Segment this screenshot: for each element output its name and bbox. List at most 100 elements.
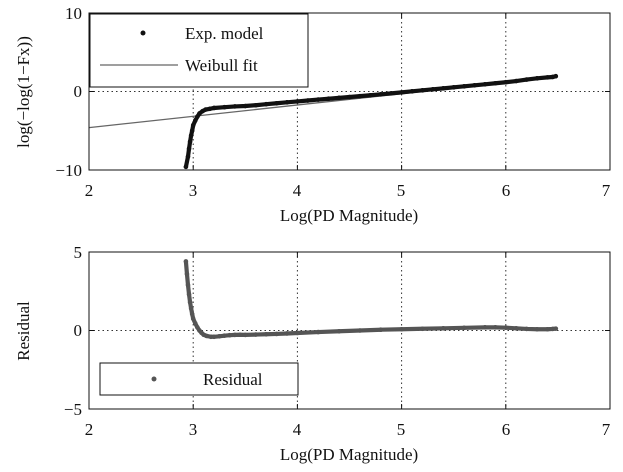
bottom-legend-label-residual: Residual [203,370,263,389]
bottom-series-residual-point-28 [336,328,342,334]
top-series-exp-model-point-28 [368,92,373,98]
bottom-series-residual-point-22 [253,332,259,337]
top-series-exp-model-point-20 [284,100,290,105]
top-grid [89,13,610,170]
top-series-exp-model-point-26 [347,94,352,100]
top-series-exp-model-point-0 [183,164,189,170]
top-x-tick-6: 6 [502,181,511,200]
bottom-series-residual-point-38 [513,326,519,331]
bottom-x-tick-3: 3 [189,420,198,439]
bottom-series-residual-point-43 [553,326,559,331]
bottom-series-residual-point-15 [211,334,217,340]
top-x-tick-7: 7 [602,181,611,200]
top-series-exp-model-point-14 [222,104,227,110]
top-y-axis-label: log(−log(1−Fx)) [14,36,33,148]
bottom-series-residual-point-1 [184,271,190,277]
top-series-exp-model-point-42 [513,78,519,84]
bottom-series-residual-point-33 [440,326,446,331]
top-series-exp-model-point-9 [197,111,202,116]
bottom-x-tick-6: 6 [502,420,511,439]
bottom-series-residual-point-7 [190,316,196,322]
bottom-series-residual-point-40 [534,326,540,332]
top-series-exp-model-point-23 [315,97,321,102]
top-series-exp-model-point-17 [253,102,259,108]
top-series-exp-model-point-44 [534,76,540,81]
top-series-exp-model-point-15 [232,104,238,109]
bottom-series-residual-point-35 [482,325,488,330]
top-panel: 10 0 −10 2 3 4 5 6 7 Log(PD Magnitude) l… [14,4,611,225]
bottom-series-residual-point-36 [493,325,498,330]
bottom-x-tick-7: 7 [602,420,611,439]
bottom-panel: 5 0 −5 2 3 4 5 6 7 Log(PD Magnitude) Res… [14,243,611,464]
top-series-exp-model-point-12 [207,106,213,112]
bottom-series-residual-point-6 [189,311,195,317]
bottom-series-residual-point-39 [524,326,529,332]
bottom-series-residual-point-29 [357,328,363,333]
top-series-exp-model-point-4 [188,133,194,138]
top-series-exp-model-point-22 [305,98,311,103]
bottom-y-tick-neg5: −5 [64,400,82,419]
top-series-exp-model-point-45 [545,75,550,80]
top-series-exp-model-point-5 [189,128,195,134]
top-y-tick-neg10: −10 [55,161,82,180]
bottom-series-residual-point-24 [274,331,279,337]
top-series-exp-model-point-6 [190,122,196,128]
top-y-tick-0: 0 [74,82,83,101]
bottom-series-residual-point-0 [183,259,189,264]
top-series-exp-model-point-33 [420,88,425,93]
bottom-series-residual-point-26 [295,330,300,336]
top-series-exp-model-point-21 [295,99,300,104]
bottom-series-residual-point-16 [216,334,222,339]
bottom-series-residual-point-25 [284,331,290,336]
top-series-exp-model-point-47 [553,73,559,79]
top-series-exp-model-point-1 [185,154,191,159]
top-series-exp-model-point-35 [440,86,446,91]
top-series-exp-model-point-40 [493,80,498,86]
top-x-tick-5: 5 [397,181,406,200]
bottom-points-layer [183,259,559,340]
bottom-series-residual-point-19 [232,332,238,338]
bottom-series-residual-point-23 [263,331,269,337]
top-series-exp-model-point-30 [388,91,394,96]
bottom-x-axis-label: Log(PD Magnitude) [280,445,418,464]
top-series-exp-model-point-39 [482,81,488,87]
bottom-y-tick-5: 5 [74,243,83,262]
bottom-series-residual-point-34 [461,325,467,331]
bottom-series-residual-point-32 [420,326,425,332]
bottom-series-residual-point-21 [243,332,248,338]
bottom-series-residual-point-18 [227,332,232,338]
bottom-series-residual-point-30 [378,327,384,333]
top-series-exp-model-point-24 [326,96,331,102]
top-x-tick-2: 2 [85,181,94,200]
top-series-exp-model-point-18 [263,101,269,107]
top-series-exp-model-point-37 [461,84,467,89]
top-series-exp-model-point-11 [203,107,209,112]
bottom-series-residual-point-13 [204,333,210,339]
top-series-exp-model-point-43 [524,77,529,82]
bottom-ticks [88,251,611,410]
top-series-exp-model-point-32 [409,89,415,94]
bottom-series-residual-point-5 [188,306,194,311]
bottom-series-residual-point-2 [185,282,191,288]
bottom-series-residual-point-4 [187,299,193,305]
bottom-series-residual-point-41 [545,326,550,332]
top-series-exp-model-point-41 [503,79,509,85]
top-legend-marker-exp-model [140,30,146,36]
top-series-exp-model-point-38 [472,82,477,88]
bottom-x-tick-5: 5 [397,420,406,439]
bottom-x-tick-4: 4 [293,420,302,439]
top-series-exp-model-point-27 [357,93,363,99]
bottom-series-residual-point-27 [315,329,321,335]
bottom-series-residual-point-3 [186,292,192,297]
top-series-exp-model-point-34 [430,87,436,92]
top-series-exp-model-point-3 [187,139,193,145]
top-legend-label-weibull-fit: Weibull fit [185,56,258,75]
top-x-axis-label: Log(PD Magnitude) [280,206,418,225]
top-series-exp-model-point-29 [378,92,384,97]
top-series-exp-model-point-16 [243,103,248,109]
top-series-exp-model-point-31 [399,90,404,95]
bottom-x-tick-2: 2 [85,420,94,439]
top-legend: Exp. model Weibull fit [89,13,309,88]
top-legend-label-exp-model: Exp. model [185,24,264,43]
